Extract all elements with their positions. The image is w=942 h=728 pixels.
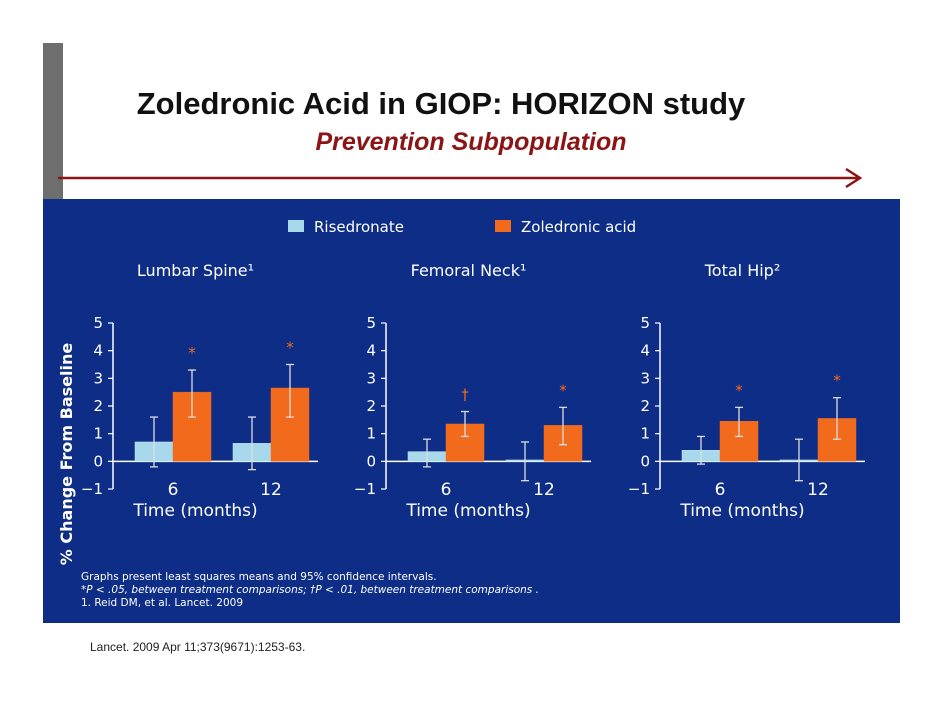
title-underline-arrow bbox=[58, 167, 863, 189]
y-tick-label-total-hip: 0 bbox=[640, 452, 650, 470]
y-tick-label-total-hip: 3 bbox=[640, 369, 650, 387]
x-tick-label-lumbar-spine: 12 bbox=[260, 480, 282, 500]
y-tick-label-lumbar-spine: 2 bbox=[93, 397, 103, 415]
y-tick-label-femoral-neck: 0 bbox=[366, 452, 376, 470]
x-tick-label-lumbar-spine: 6 bbox=[168, 480, 179, 500]
y-tick-label-total-hip: 5 bbox=[640, 314, 650, 332]
x-tick-label-femoral-neck: 6 bbox=[441, 480, 452, 500]
footnote-1: Graphs present least squares means and 9… bbox=[81, 571, 437, 583]
slide-accent-bar bbox=[43, 43, 63, 203]
y-tick-label-lumbar-spine: 5 bbox=[93, 314, 103, 332]
y-tick-label-total-hip: 1 bbox=[640, 425, 650, 443]
slide-title-text: Zoledronic Acid in GIOP: HORIZON study bbox=[136, 86, 746, 121]
x-tick-label-total-hip: 12 bbox=[807, 480, 829, 500]
y-tick-label-lumbar-spine: −1 bbox=[81, 480, 103, 498]
arrow-head bbox=[845, 167, 863, 189]
panel-title-total-hip: Total Hip² bbox=[704, 261, 781, 280]
slide-subtitle: Prevention Subpopulation bbox=[0, 128, 942, 157]
slide-title: Zoledronic Acid in GIOP: HORIZON study bbox=[0, 86, 942, 122]
significance-marker-femoral-neck: † bbox=[461, 386, 469, 404]
significance-marker-total-hip: * bbox=[735, 381, 743, 399]
panel-title-femoral-neck: Femoral Neck¹ bbox=[411, 261, 527, 280]
x-axis-label-lumbar-spine: Time (months) bbox=[132, 501, 257, 521]
legend-swatch-risedronate bbox=[288, 220, 304, 232]
legend-swatch-zoledronic bbox=[495, 220, 511, 232]
y-tick-label-lumbar-spine: 4 bbox=[93, 342, 103, 360]
y-tick-label-femoral-neck: 3 bbox=[366, 369, 376, 387]
x-tick-label-femoral-neck: 12 bbox=[533, 480, 555, 500]
y-tick-label-total-hip: 2 bbox=[640, 397, 650, 415]
significance-marker-total-hip: * bbox=[833, 372, 841, 390]
significance-marker-lumbar-spine: * bbox=[286, 339, 294, 357]
panel-title-lumbar-spine: Lumbar Spine¹ bbox=[137, 261, 254, 280]
y-tick-label-lumbar-spine: 3 bbox=[93, 369, 103, 387]
y-tick-label-total-hip: −1 bbox=[628, 480, 650, 498]
y-tick-label-lumbar-spine: 1 bbox=[93, 425, 103, 443]
slide-subtitle-text: Prevention Subpopulation bbox=[315, 128, 627, 156]
x-axis-label-total-hip: Time (months) bbox=[679, 501, 804, 521]
y-tick-label-femoral-neck: 5 bbox=[366, 314, 376, 332]
citation: Lancet. 2009 Apr 11;373(9671):1253-63. bbox=[90, 640, 306, 654]
chart-panel: Risedronate Zoledronic acid % Change Fro… bbox=[43, 199, 900, 623]
y-tick-label-total-hip: 4 bbox=[640, 342, 650, 360]
y-tick-label-femoral-neck: 4 bbox=[366, 342, 376, 360]
footnote-2: *P < .05, between treatment comparisons;… bbox=[81, 584, 539, 596]
legend: Risedronate Zoledronic acid bbox=[288, 218, 636, 236]
significance-marker-lumbar-spine: * bbox=[188, 344, 196, 362]
legend-label-zoledronic: Zoledronic acid bbox=[521, 218, 636, 236]
y-tick-label-femoral-neck: −1 bbox=[354, 480, 376, 498]
y-axis-label: % Change From Baseline bbox=[57, 343, 76, 566]
x-axis-label-femoral-neck: Time (months) bbox=[405, 501, 530, 521]
y-tick-label-femoral-neck: 2 bbox=[366, 397, 376, 415]
y-tick-label-lumbar-spine: 0 bbox=[93, 452, 103, 470]
x-tick-label-total-hip: 6 bbox=[715, 480, 726, 500]
significance-marker-femoral-neck: * bbox=[559, 381, 567, 399]
footnote-3: 1. Reid DM, et al. Lancet. 2009 bbox=[81, 597, 243, 609]
chart-figure: Risedronate Zoledronic acid % Change Fro… bbox=[57, 218, 865, 609]
bar-lumbar-spine-zoledronic-6 bbox=[172, 391, 212, 462]
legend-label-risedronate: Risedronate bbox=[314, 218, 404, 236]
y-tick-label-femoral-neck: 1 bbox=[366, 425, 376, 443]
